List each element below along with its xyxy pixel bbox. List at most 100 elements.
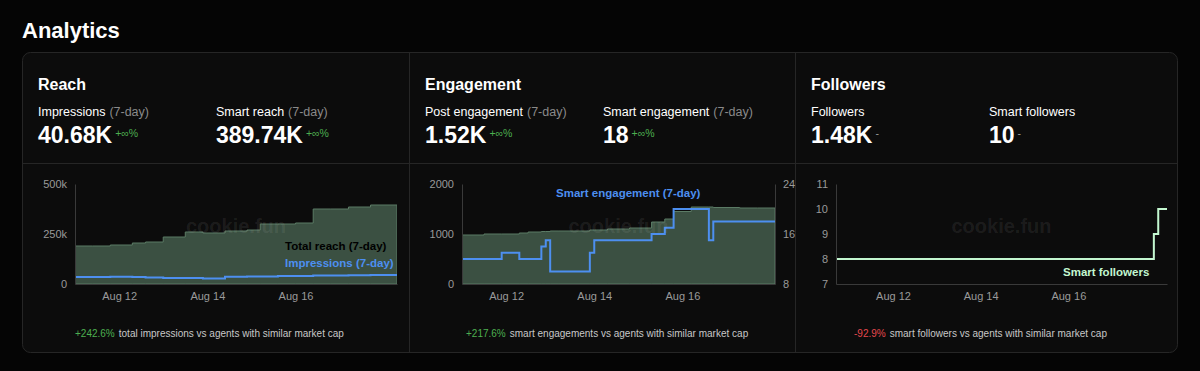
y-axis: 0 1000 2000 [430, 178, 463, 290]
chart: Aug 12 Aug 14 Aug 16 7 8 9 10 11 cookie.fun Smart… [816, 178, 1168, 302]
tick: Aug 12 [876, 284, 911, 302]
dashboard: Analytics Reach Impressions (7-day) 40.68K+∞… [0, 0, 1200, 371]
metric-value-text: 1.48K [811, 122, 873, 148]
area [75, 205, 397, 284]
x-axis-line [837, 284, 1168, 285]
tick: 8 [775, 278, 789, 290]
tick-label: Aug 12 [102, 290, 137, 302]
tick-label: Aug 14 [577, 290, 612, 302]
watermark: cookie.fun [186, 215, 286, 237]
line [462, 209, 775, 272]
plot-area [836, 209, 1167, 259]
tick-label: 9 [822, 228, 828, 240]
tick-label: Aug 14 [190, 290, 225, 302]
metric-period: (7-day) [109, 105, 149, 119]
tick: 8 [822, 253, 836, 265]
tick: Aug 16 [665, 284, 700, 302]
metric-change: - [875, 127, 879, 139]
tick: 0 [61, 278, 75, 290]
metric-value: 10- [989, 122, 1022, 148]
footnote: +217.6%smart engagements vs agents with … [466, 328, 749, 339]
tick: 10 [816, 203, 836, 215]
line [836, 209, 1167, 259]
tick: Aug 16 [1051, 284, 1086, 302]
metric-label: Smart reach (7-day) [216, 105, 328, 119]
metric-label-text: Impressions [38, 105, 105, 119]
metric-label: Post engagement(7-day) [425, 105, 567, 119]
metric-value: 1.52K+∞% [425, 122, 512, 148]
series-label: Smart followers [1063, 266, 1149, 278]
tick-label: 7 [822, 278, 828, 290]
tick-label: Aug 16 [279, 290, 314, 302]
metric-period: (7-day) [713, 105, 753, 119]
plot-area [462, 207, 775, 284]
tick: 500k [43, 178, 75, 190]
tick-label: 10 [816, 203, 828, 215]
panel-title: Engagement [425, 76, 522, 93]
tick: 250k [43, 228, 75, 240]
watermark: cookie.fun [951, 215, 1051, 237]
tick-label: Aug 12 [876, 290, 911, 302]
metric-value: 1.48K- [811, 122, 879, 148]
metric-change: +∞% [306, 127, 329, 139]
tick-label: Aug 14 [964, 290, 999, 302]
tick: 11 [817, 178, 836, 190]
tick: Aug 14 [190, 284, 225, 302]
metric-label: Smart engagement(7-day) [603, 105, 753, 119]
row-divider [23, 163, 1177, 164]
tick: 16 [775, 228, 795, 240]
page-title: Analytics [22, 18, 120, 43]
plot-area [75, 205, 397, 284]
metric-change: +∞% [489, 127, 512, 139]
series-label: Total reach (7-day) [285, 240, 387, 252]
tick-label: 250k [43, 228, 67, 240]
tick: 1000 [430, 228, 462, 240]
footnote-text: total impressions vs agents with similar… [119, 328, 345, 339]
column-divider [795, 53, 796, 352]
footnote-change: +242.6% [75, 328, 115, 339]
metric-label: Smart followers [989, 105, 1075, 119]
metric-value: 389.74K+∞% [216, 122, 329, 148]
metric-period: (7-day) [288, 105, 328, 119]
tick-label: 2000 [430, 178, 454, 190]
tick-label: Aug 12 [489, 290, 524, 302]
y-axis: 0 250k 500k [43, 178, 75, 290]
tick-label: Aug 16 [1051, 290, 1086, 302]
footnote-text: smart followers vs agents with similar m… [890, 328, 1108, 339]
metric-label-text: Post engagement [425, 105, 524, 119]
footnote-change: +217.6% [466, 328, 506, 339]
series-label: Smart engagement (7-day) [556, 187, 701, 199]
y2-axis: 8 16 24 [775, 178, 795, 290]
metric-value: 18+∞% [603, 122, 655, 148]
panel-title: Followers [811, 76, 886, 93]
panel-header: FollowersFollowers1.48K-Smart followers1… [811, 76, 1075, 148]
tick-label: 0 [448, 278, 454, 290]
footnote: +242.6% total impressions vs agents with … [75, 328, 344, 339]
metric-period: (7-day) [527, 105, 567, 119]
metric-label-text: Followers [811, 105, 865, 119]
tick: Aug 12 [102, 284, 137, 302]
x-axis-line [463, 284, 776, 285]
tick: 2000 [430, 178, 462, 190]
footnote-change: -92.9% [854, 328, 886, 339]
tick: 24 [775, 178, 795, 190]
metric-change: +∞% [115, 127, 138, 139]
tick: 7 [822, 278, 836, 290]
tick: Aug 14 [577, 284, 612, 302]
y-axis: 7 8 9 10 11 [816, 178, 837, 290]
y-axis-line [462, 185, 463, 285]
tick-label: 500k [43, 178, 67, 190]
chart: Aug 12 Aug 14 Aug 16 0 250k 500k cookie.fun Tot… [43, 178, 397, 302]
x-axis: Aug 12 Aug 14 Aug 16 [76, 284, 398, 302]
metric-change: +∞% [632, 127, 655, 139]
metric-value: 40.68K+∞% [38, 122, 138, 148]
tick-label: 1000 [430, 228, 454, 240]
metric-label-text: Smart engagement [603, 105, 710, 119]
tick-label: 16 [783, 228, 795, 240]
y-axis-line [75, 185, 76, 285]
metric-change: - [1018, 127, 1022, 139]
background [0, 0, 1200, 371]
metric-label-text: Smart reach [216, 105, 284, 119]
panel-title: Reach [38, 76, 86, 93]
tick-label: Aug 16 [665, 290, 700, 302]
